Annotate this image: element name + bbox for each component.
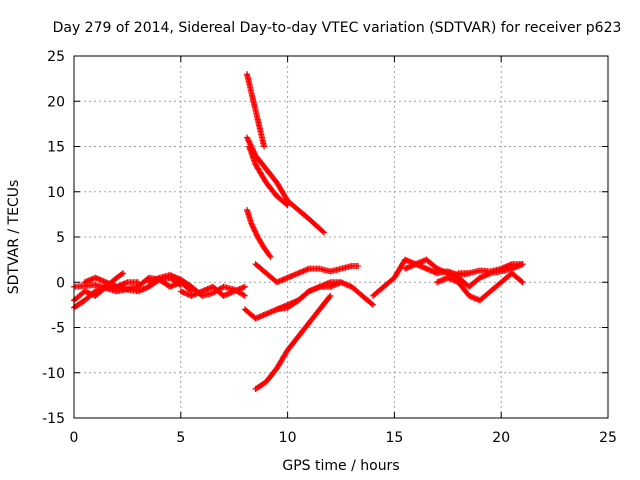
x-tick-label: 15 (385, 430, 403, 446)
y-tick-labels: -15 -10 -5 0 5 10 15 20 25 (42, 49, 65, 427)
data-point (248, 221, 255, 228)
data-point (120, 270, 127, 277)
data-points (71, 71, 526, 393)
y-tick-label: -15 (42, 411, 65, 427)
series-arc-late-c (434, 270, 526, 304)
data-point (283, 201, 290, 208)
series-arc-mid-a (145, 272, 248, 299)
data-point (253, 231, 260, 238)
axis-ticks (73, 55, 609, 419)
data-point (370, 301, 377, 308)
series-arc-high-4 (244, 206, 274, 260)
data-point (248, 220, 255, 227)
series-arc-flat (273, 279, 377, 313)
series-arc-mid-b (177, 283, 248, 299)
x-tick-label: 0 (70, 430, 79, 446)
data-point (267, 253, 274, 260)
y-tick-label: 25 (47, 49, 65, 65)
y-axis-label: SDTVAR / TECUs (6, 180, 22, 295)
data-point (266, 252, 273, 259)
series-arc-late-d (455, 261, 526, 277)
data-point (251, 227, 258, 234)
data-point (327, 292, 334, 299)
data-point (261, 143, 268, 150)
data-point (355, 262, 362, 269)
data-point (245, 137, 252, 144)
data-point (118, 271, 125, 278)
data-point (519, 279, 526, 286)
data-point (326, 293, 333, 300)
y-tick-label: 10 (47, 185, 65, 201)
data-point (176, 281, 183, 288)
x-tick-label: 20 (492, 430, 510, 446)
data-point (284, 202, 291, 209)
data-point (241, 292, 248, 299)
data-point (244, 135, 251, 142)
y-tick-label: 20 (47, 94, 65, 110)
data-point (250, 225, 257, 232)
y-tick-label: 5 (56, 230, 65, 246)
series-arc-rise (252, 292, 334, 393)
data-point (320, 229, 327, 236)
series-arc-high-3 (246, 143, 291, 209)
data-point (250, 224, 257, 231)
chart-title: Day 279 of 2014, Sidereal Day-to-day VTE… (53, 20, 622, 36)
series-arc-hump (252, 261, 362, 286)
x-axis-label: GPS time / hours (282, 458, 399, 474)
x-tick-labels: 0 5 10 15 20 25 (70, 430, 617, 446)
data-point (240, 292, 247, 299)
series-arc-high-2 (244, 134, 327, 236)
data-point (252, 228, 259, 235)
data-point (249, 223, 256, 230)
y-tick-label: -10 (42, 366, 65, 382)
y-tick-label: -5 (51, 321, 65, 337)
x-tick-label: 10 (279, 430, 297, 446)
data-point (368, 300, 375, 307)
x-tick-label: 25 (599, 430, 617, 446)
data-point (252, 229, 259, 236)
data-point (177, 281, 184, 288)
data-point (319, 228, 326, 235)
y-tick-label: 15 (47, 140, 65, 156)
data-point (518, 278, 525, 285)
data-point (244, 134, 251, 141)
series-arc-high-1 (244, 71, 268, 150)
data-point (519, 261, 526, 268)
x-tick-label: 5 (176, 430, 185, 446)
data-point (241, 283, 248, 290)
y-tick-label: 0 (56, 275, 65, 291)
